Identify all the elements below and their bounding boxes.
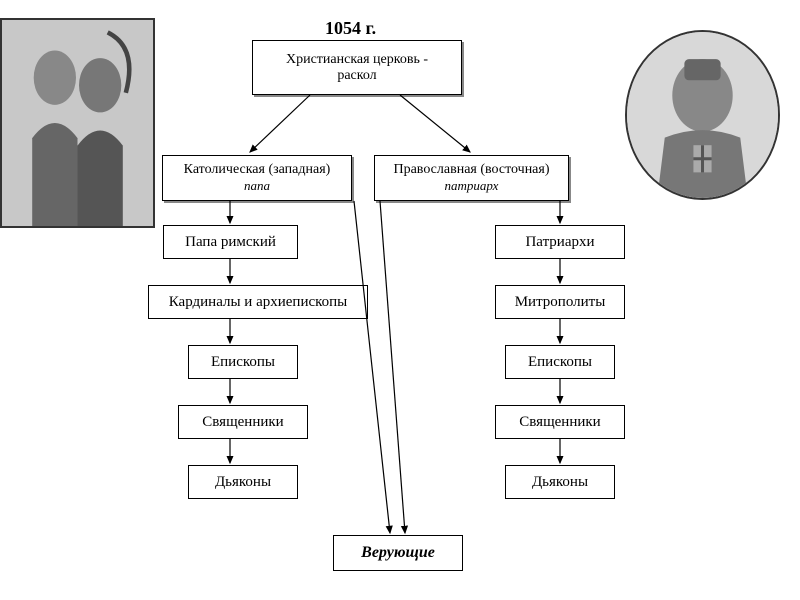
left-branch-header: Католическая (западная) папа	[162, 155, 352, 201]
right-branch-header: Православная (восточная) патриарх	[374, 155, 569, 201]
right-hier-4-label: Дьяконы	[532, 474, 588, 491]
right-hier-4: Дьяконы	[505, 465, 615, 499]
right-hier-0-label: Патриархи	[525, 234, 594, 251]
right-hier-1: Митрополиты	[495, 285, 625, 319]
left-hier-1: Кардиналы и архиепископы	[148, 285, 368, 319]
root-line1: Христианская церковь -	[286, 52, 428, 68]
right-image-icon	[627, 32, 778, 198]
left-hier-4: Дьяконы	[188, 465, 298, 499]
left-image-icon	[2, 20, 153, 226]
left-hier-1-label: Кардиналы и архиепископы	[169, 294, 348, 311]
right-hier-3: Священники	[495, 405, 625, 439]
right-hier-0: Патриархи	[495, 225, 625, 259]
right-branch-sublabel: патриарх	[445, 178, 499, 194]
right-branch-label: Православная (восточная)	[393, 162, 549, 178]
left-hier-0-label: Папа римский	[185, 234, 276, 251]
left-hier-0: Папа римский	[163, 225, 298, 259]
root-line2: раскол	[337, 68, 376, 84]
left-branch-label: Католическая (западная)	[184, 162, 331, 178]
left-branch-sublabel: папа	[244, 178, 270, 194]
title-year: 1054 г.	[325, 18, 376, 39]
left-image	[0, 18, 155, 228]
right-hier-1-label: Митрополиты	[515, 294, 606, 311]
right-image	[625, 30, 780, 200]
right-hier-2: Епископы	[505, 345, 615, 379]
bottom-label: Верующие	[361, 544, 435, 562]
left-hier-3: Священники	[178, 405, 308, 439]
left-hier-2-label: Епископы	[211, 354, 275, 371]
left-hier-2: Епископы	[188, 345, 298, 379]
bottom-box: Верующие	[333, 535, 463, 571]
root-box: Христианская церковь - раскол	[252, 40, 462, 95]
left-hier-3-label: Священники	[202, 414, 283, 431]
right-hier-2-label: Епископы	[528, 354, 592, 371]
left-hier-4-label: Дьяконы	[215, 474, 271, 491]
right-hier-3-label: Священники	[519, 414, 600, 431]
